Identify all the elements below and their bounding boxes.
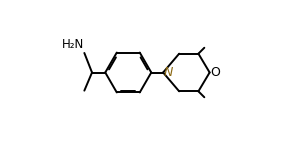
Text: O: O — [210, 66, 220, 79]
Text: N: N — [164, 66, 173, 79]
Text: H₂N: H₂N — [61, 38, 84, 51]
